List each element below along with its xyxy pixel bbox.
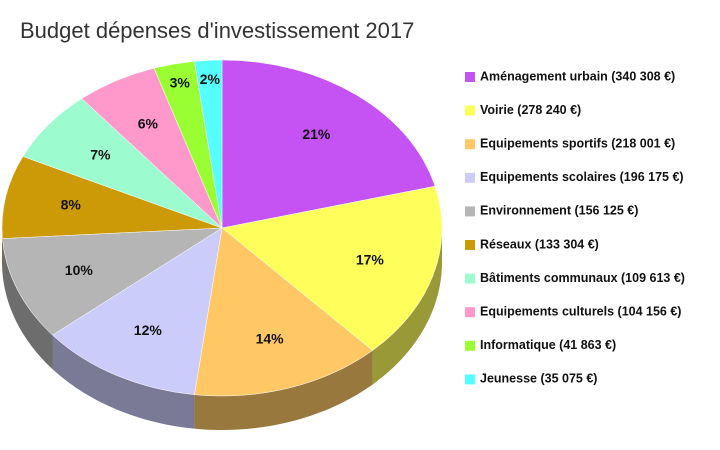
slice-side — [52, 335, 195, 429]
legend-label: Equipements sportifs (218 001 €) — [480, 136, 675, 150]
slice-side — [2, 238, 53, 370]
legend-label: Bâtiments communaux (109 613 €) — [480, 271, 685, 285]
data-label: 3% — [170, 74, 191, 90]
legend-swatch — [465, 340, 475, 351]
slice — [194, 227, 374, 397]
legend-swatch — [465, 206, 475, 217]
legend-swatch — [465, 72, 475, 82]
legend-swatch — [465, 273, 475, 284]
legend-label: Equipements scolaires (196 175 €) — [480, 170, 684, 184]
legend-swatch — [465, 172, 475, 183]
legend-label: Voirie (278 240 €) — [480, 103, 581, 117]
chart-title: Budget dépenses d'investissement 2017 — [20, 18, 414, 43]
legend-label: Aménagement urbain (340 308 €) — [480, 69, 675, 83]
data-label: 2% — [200, 71, 221, 87]
data-label: 7% — [90, 147, 111, 163]
legend-label: Informatique (41 863 €) — [480, 338, 616, 352]
legend: Aménagement urbain (340 308 €) Voirie (27… — [465, 69, 685, 386]
slice — [52, 227, 223, 395]
slice — [1, 156, 223, 239]
data-label: 10% — [65, 262, 94, 278]
legend-label: Réseaux (133 304 €) — [480, 237, 599, 251]
legend-swatch — [465, 240, 475, 250]
slice — [221, 185, 443, 351]
slice-side — [194, 350, 373, 430]
legend-swatch — [465, 307, 475, 318]
legend-label: Environnement (156 125 €) — [480, 204, 638, 218]
data-label: 14% — [256, 331, 285, 347]
legend-swatch — [465, 374, 475, 385]
pie: 21% 17% 14% 12% 10% 8% 7% 6% 3% 2% — [1, 59, 443, 430]
legend-swatch — [465, 105, 475, 116]
legend-swatch — [465, 139, 475, 150]
data-label: 8% — [61, 197, 82, 213]
slice-side — [372, 228, 442, 385]
slice — [221, 59, 436, 229]
data-label: 17% — [356, 252, 385, 268]
legend-label: Jeunesse (35 075 €) — [480, 372, 597, 386]
data-label: 21% — [302, 126, 331, 142]
data-label: 12% — [134, 322, 163, 338]
legend-label: Equipements culturels (104 156 €) — [480, 304, 681, 318]
slice — [2, 227, 223, 336]
slice — [194, 59, 223, 229]
data-label: 6% — [138, 116, 159, 132]
